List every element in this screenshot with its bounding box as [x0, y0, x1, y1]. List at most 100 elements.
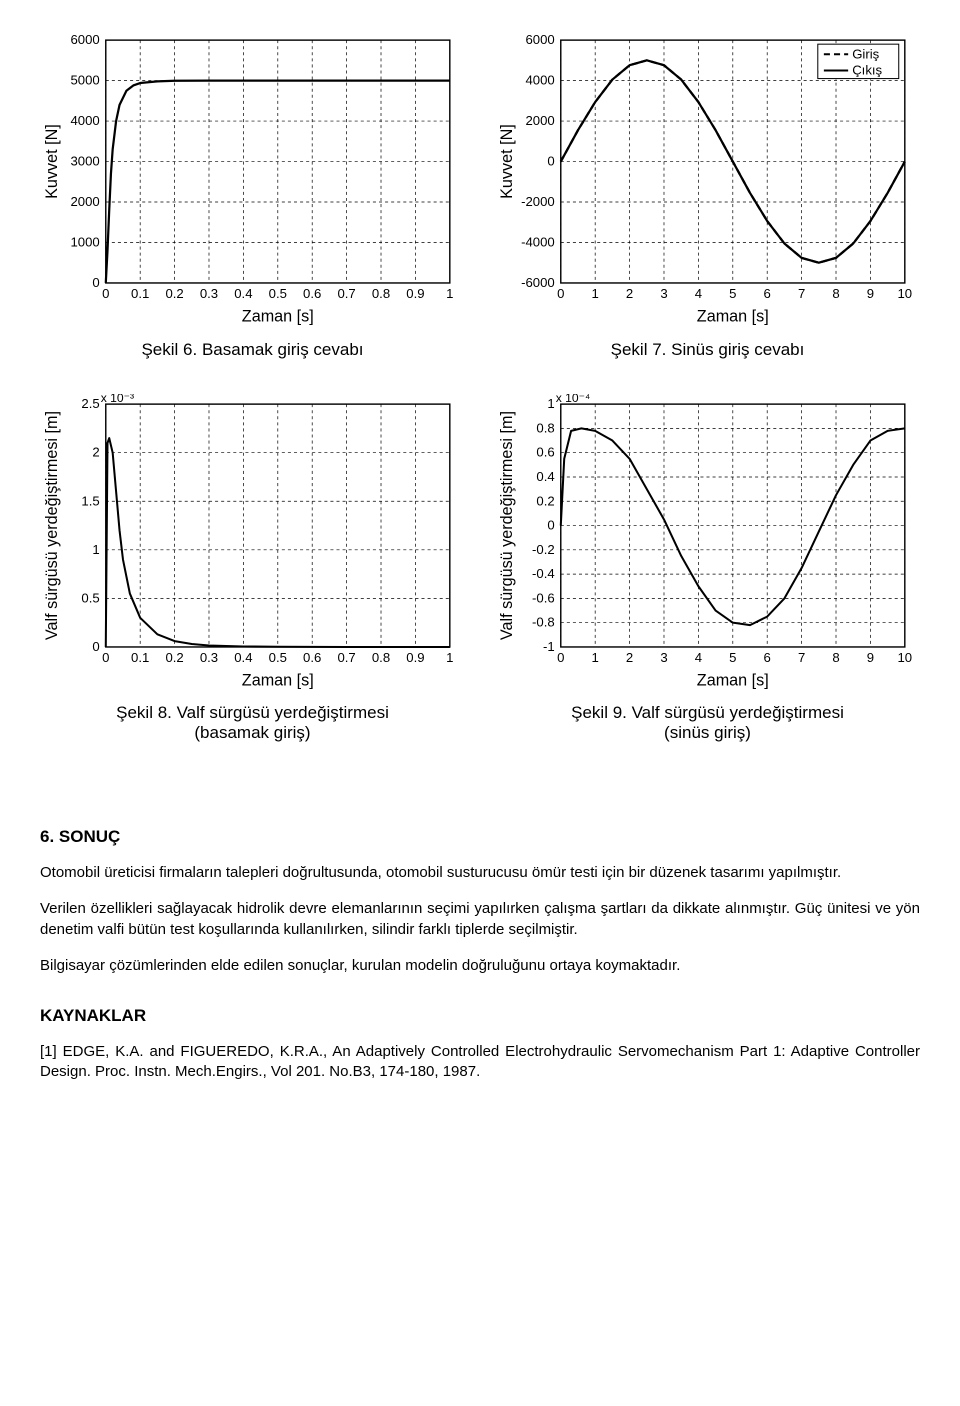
svg-text:0: 0: [547, 517, 554, 532]
svg-text:10: 10: [898, 286, 913, 301]
reference-1: [1] EDGE, K.A. and FIGUEREDO, K.R.A., An…: [40, 1042, 920, 1083]
svg-text:4000: 4000: [70, 113, 99, 128]
svg-text:Valf sürgüsü yerdeğiştirmesi [: Valf sürgüsü yerdeğiştirmesi [m]: [43, 411, 61, 640]
svg-text:0.1: 0.1: [131, 286, 149, 301]
svg-text:3: 3: [660, 650, 667, 665]
figure-6: 00.10.20.30.40.50.60.70.80.9101000200030…: [40, 30, 465, 384]
svg-text:Zaman [s]: Zaman [s]: [697, 307, 769, 325]
svg-text:Giriş: Giriş: [852, 46, 879, 61]
svg-text:0: 0: [102, 650, 109, 665]
svg-text:0.8: 0.8: [372, 650, 390, 665]
svg-text:1: 1: [592, 650, 599, 665]
svg-text:0.4: 0.4: [234, 650, 252, 665]
svg-text:0: 0: [557, 650, 564, 665]
fig6-caption: Şekil 6. Basamak giriş cevabı: [141, 340, 363, 360]
body-paragraph-3: Bilgisayar çözümlerinden elde edilen son…: [40, 956, 920, 976]
svg-text:1: 1: [446, 286, 453, 301]
svg-text:-0.8: -0.8: [532, 614, 555, 629]
svg-text:Zaman [s]: Zaman [s]: [697, 671, 769, 689]
svg-text:4: 4: [695, 650, 702, 665]
svg-text:1: 1: [592, 286, 599, 301]
svg-text:0.8: 0.8: [372, 286, 390, 301]
body-paragraph-1: Otomobil üreticisi firmaların talepleri …: [40, 863, 920, 883]
svg-text:7: 7: [798, 650, 805, 665]
svg-text:-6000: -6000: [521, 275, 555, 290]
fig6-svg: 00.10.20.30.40.50.60.70.80.9101000200030…: [40, 30, 465, 334]
svg-text:0.9: 0.9: [406, 286, 424, 301]
svg-text:-0.4: -0.4: [532, 566, 555, 581]
svg-text:-0.2: -0.2: [532, 541, 555, 556]
chart-row-2: 00.10.20.30.40.50.60.70.80.9100.511.522.…: [40, 394, 920, 768]
svg-text:1: 1: [446, 650, 453, 665]
svg-text:0.8: 0.8: [536, 420, 554, 435]
svg-text:1: 1: [92, 541, 99, 556]
svg-text:2000: 2000: [70, 194, 99, 209]
svg-text:Kuvvet [N]: Kuvvet [N]: [498, 124, 516, 199]
figure-7: 0 1 2 3 4 5 6 7 8 9 10 -6000 -4000 -2000 0 2000 4000 6000…: [495, 30, 920, 384]
svg-text:4000: 4000: [525, 73, 554, 88]
svg-text:0: 0: [557, 286, 564, 301]
references-heading: KAYNAKLAR: [40, 1006, 920, 1026]
svg-text:Valf sürgüsü yerdeğiştirmesi [: Valf sürgüsü yerdeğiştirmesi [m]: [498, 411, 516, 640]
svg-text:5: 5: [729, 286, 736, 301]
fig8-caption: Şekil 8. Valf sürgüsü yerdeğiştirmesi (b…: [116, 703, 389, 743]
svg-text:2.5: 2.5: [81, 396, 99, 411]
figure-8: 00.10.20.30.40.50.60.70.80.9100.511.522.…: [40, 394, 465, 768]
svg-text:0.2: 0.2: [165, 650, 183, 665]
fig9-svg: 0 1 2 3 4 5 6 7 8 9 10 -1 -0.8 -0.6 -0.4 -0.2 0 0.2 0.4 0.6…: [495, 394, 920, 698]
svg-text:Zaman [s]: Zaman [s]: [242, 307, 314, 325]
fig7-svg: 0 1 2 3 4 5 6 7 8 9 10 -6000 -4000 -2000 0 2000 4000 6000…: [495, 30, 920, 334]
figure-9: 0 1 2 3 4 5 6 7 8 9 10 -1 -0.8 -0.6 -0.4 -0.2 0 0.2 0.4 0.6…: [495, 394, 920, 768]
svg-text:-0.6: -0.6: [532, 590, 555, 605]
body-paragraph-2: Verilen özellikleri sağlayacak hidrolik …: [40, 899, 920, 940]
svg-text:0.7: 0.7: [337, 650, 355, 665]
svg-text:0: 0: [102, 286, 109, 301]
svg-text:10: 10: [898, 650, 913, 665]
svg-text:0.6: 0.6: [303, 650, 321, 665]
chart-row-1: 00.10.20.30.40.50.60.70.80.9101000200030…: [40, 30, 920, 384]
fig9-caption: Şekil 9. Valf sürgüsü yerdeğiştirmesi (s…: [571, 703, 844, 743]
svg-text:6: 6: [764, 650, 771, 665]
section-heading: 6. SONUÇ: [40, 827, 920, 847]
svg-text:9: 9: [867, 650, 874, 665]
svg-text:0.6: 0.6: [536, 444, 554, 459]
svg-text:Kuvvet [N]: Kuvvet [N]: [43, 124, 61, 199]
svg-text:0.3: 0.3: [200, 286, 218, 301]
svg-text:x 10⁻⁴: x 10⁻⁴: [556, 394, 591, 405]
svg-text:2: 2: [626, 286, 633, 301]
svg-text:-4000: -4000: [521, 235, 555, 250]
svg-text:8: 8: [832, 286, 839, 301]
svg-text:0.5: 0.5: [269, 286, 287, 301]
svg-text:-1: -1: [543, 639, 555, 654]
svg-text:0.4: 0.4: [536, 469, 554, 484]
svg-text:0.2: 0.2: [536, 493, 554, 508]
svg-text:0.5: 0.5: [269, 650, 287, 665]
svg-text:0.9: 0.9: [406, 650, 424, 665]
svg-text:3: 3: [660, 286, 667, 301]
svg-text:4: 4: [695, 286, 702, 301]
svg-text:2000: 2000: [525, 113, 554, 128]
svg-text:7: 7: [798, 286, 805, 301]
svg-text:6000: 6000: [525, 32, 554, 47]
svg-text:x 10⁻³: x 10⁻³: [101, 394, 134, 405]
svg-text:8: 8: [832, 650, 839, 665]
svg-text:-2000: -2000: [521, 194, 555, 209]
svg-text:0.3: 0.3: [200, 650, 218, 665]
svg-text:Çıkış: Çıkış: [852, 63, 882, 78]
svg-text:5: 5: [729, 650, 736, 665]
svg-text:0.1: 0.1: [131, 650, 149, 665]
svg-text:2: 2: [626, 650, 633, 665]
svg-text:0.2: 0.2: [165, 286, 183, 301]
svg-text:1.5: 1.5: [81, 493, 99, 508]
svg-text:5000: 5000: [70, 73, 99, 88]
svg-text:Zaman [s]: Zaman [s]: [242, 671, 314, 689]
svg-text:1000: 1000: [70, 235, 99, 250]
svg-text:3000: 3000: [70, 154, 99, 169]
svg-text:6000: 6000: [70, 32, 99, 47]
svg-text:1: 1: [547, 396, 554, 411]
svg-text:6: 6: [764, 286, 771, 301]
svg-text:0: 0: [547, 154, 554, 169]
svg-text:9: 9: [867, 286, 874, 301]
svg-text:0.6: 0.6: [303, 286, 321, 301]
svg-text:0: 0: [92, 639, 99, 654]
